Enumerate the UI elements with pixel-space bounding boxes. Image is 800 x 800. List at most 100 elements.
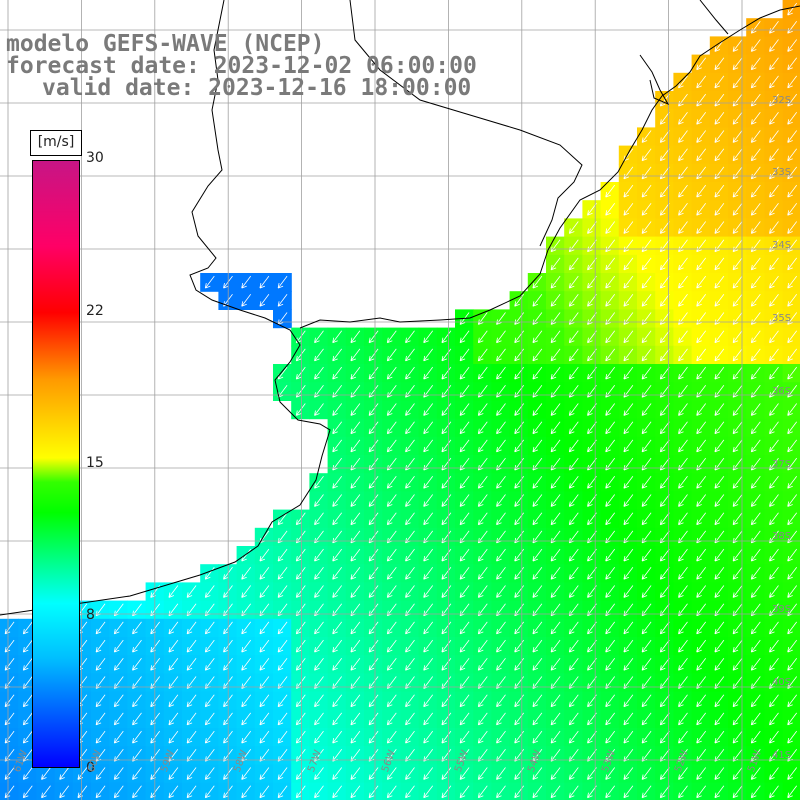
- wind-arrow: [496, 403, 506, 416]
- wind-cell: [309, 782, 329, 800]
- wind-arrow: [368, 366, 379, 380]
- wind-cell: [91, 782, 110, 800]
- wind-arrow: [386, 694, 397, 708]
- wind-arrow: [295, 639, 306, 653]
- wind-arrow: [732, 203, 743, 216]
- wind-arrow: [750, 403, 761, 416]
- wind-arrow: [769, 694, 779, 708]
- wind-arrow: [659, 512, 670, 526]
- wind-arrow: [514, 439, 525, 453]
- wind-arrow: [750, 439, 761, 453]
- wind-arrow: [623, 348, 634, 362]
- wind-arrow: [532, 785, 543, 799]
- wind-arrow: [514, 712, 525, 726]
- wind-cell: [782, 345, 800, 365]
- wind-arrow: [678, 366, 688, 380]
- wind-arrow: [332, 694, 343, 708]
- wind-arrow: [350, 439, 361, 453]
- wind-arrow: [714, 658, 725, 671]
- wind-arrow: [750, 694, 761, 708]
- wind-arrow: [605, 257, 616, 271]
- wind-arrow: [750, 767, 761, 780]
- wind-arrow: [532, 694, 543, 708]
- wind-arrow: [714, 421, 725, 435]
- wind-arrow: [623, 639, 634, 653]
- wind-arrow: [769, 730, 779, 744]
- wind-arrow: [423, 330, 434, 344]
- wind-arrow: [259, 294, 270, 307]
- wind-arrow: [568, 221, 579, 234]
- wind-arrow: [732, 439, 743, 453]
- wind-arrow: [750, 476, 761, 489]
- wind-arrow: [332, 639, 343, 653]
- wind-arrow: [696, 639, 707, 653]
- wind-arrow: [659, 548, 670, 562]
- wind-arrow: [204, 585, 215, 598]
- wind-arrow: [241, 730, 252, 744]
- wind-arrow: [732, 621, 743, 635]
- wind-arrow: [769, 184, 779, 198]
- wind-arrow: [241, 639, 252, 653]
- wind-arrow: [696, 184, 707, 198]
- wind-arrow: [186, 730, 197, 744]
- wind-arrow: [350, 476, 361, 489]
- wind-arrow: [259, 785, 270, 799]
- wind-arrow: [350, 421, 361, 435]
- wind-arrow: [678, 184, 688, 198]
- wind-cell: [655, 782, 674, 800]
- wind-arrow: [550, 330, 561, 344]
- wind-arrow: [132, 639, 142, 653]
- wind-arrow: [423, 658, 434, 671]
- wind-arrow: [186, 767, 197, 780]
- wind-cell: [418, 782, 438, 800]
- wind-arrow: [496, 421, 506, 435]
- wind-arrow: [659, 585, 670, 598]
- wind-arrow: [441, 585, 452, 598]
- wind-cell: [236, 782, 256, 800]
- wind-arrow: [368, 548, 379, 562]
- wind-arrow: [113, 658, 124, 671]
- wind-arrow: [168, 712, 179, 726]
- wind-arrow: [350, 512, 361, 526]
- wind-arrow: [22, 694, 33, 708]
- wind-arrow: [459, 567, 470, 580]
- wind-arrow: [314, 639, 324, 653]
- wind-arrow: [314, 330, 324, 344]
- wind-arrow: [641, 294, 652, 307]
- wind-arrow: [241, 621, 252, 635]
- wind-arrow: [787, 130, 798, 143]
- wind-arrow: [696, 348, 707, 362]
- wind-arrow: [714, 348, 725, 362]
- wind-arrow: [696, 712, 707, 726]
- wind-arrow: [259, 567, 270, 580]
- wind-arrow: [678, 275, 688, 289]
- wind-arrow: [441, 785, 452, 799]
- wind-arrow: [678, 767, 688, 780]
- wind-arrow: [59, 785, 70, 799]
- wind-arrow: [714, 585, 725, 598]
- wind-arrow: [659, 767, 670, 780]
- wind-arrow: [696, 366, 707, 380]
- lat-label: 36S: [772, 386, 792, 397]
- wind-arrow: [459, 730, 470, 744]
- wind-arrow: [787, 184, 798, 198]
- wind-arrow: [496, 658, 506, 671]
- wind-arrow: [168, 658, 179, 671]
- wind-arrow: [714, 75, 725, 89]
- wind-arrow: [696, 330, 707, 344]
- wind-cell: [782, 36, 800, 56]
- wind-arrow: [459, 330, 470, 344]
- wind-arrow: [696, 112, 707, 125]
- wind-arrow: [568, 730, 579, 744]
- wind-arrow: [477, 621, 488, 635]
- wind-arrow: [769, 658, 779, 671]
- wind-arrow: [459, 366, 470, 380]
- wind-arrow: [732, 694, 743, 708]
- wind-arrow: [259, 275, 270, 289]
- wind-arrow: [659, 93, 670, 107]
- wind-arrow: [441, 730, 452, 744]
- wind-arrow: [769, 476, 779, 489]
- wind-arrow: [459, 621, 470, 635]
- wind-arrow: [605, 494, 616, 507]
- wind-arrow: [532, 712, 543, 726]
